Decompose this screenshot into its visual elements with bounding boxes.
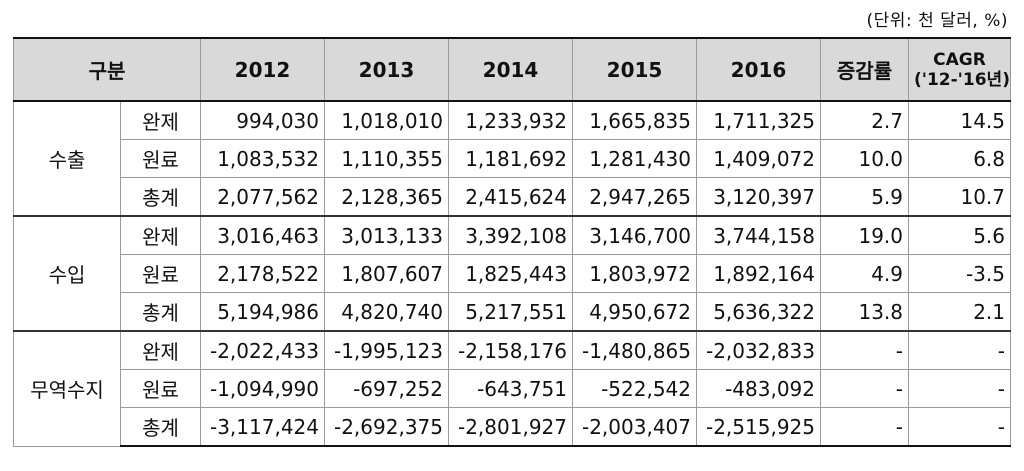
cell-cagr: 6.8: [908, 139, 1011, 178]
header-cagr-line2: ('12-'16년): [914, 69, 1010, 90]
header-cagr: CAGR ('12-'16년): [908, 37, 1011, 102]
cell-value: -2,158,176: [448, 330, 573, 370]
cell-value: 2,128,365: [324, 177, 449, 217]
row-type: 원료: [120, 139, 201, 178]
header-year: 2015: [572, 37, 697, 102]
table-row: 총계 2,077,562 2,128,365 2,415,624 2,947,2…: [14, 177, 1011, 217]
cell-value: -1,094,990: [200, 369, 325, 408]
cell-value: 3,120,397: [696, 177, 821, 217]
cell-value: -2,801,927: [448, 407, 573, 447]
cell-value: 1,807,607: [324, 254, 449, 293]
cell-value: 4,950,672: [572, 292, 697, 332]
cell-value: -2,032,833: [696, 330, 821, 370]
table-row: 원료 -1,094,990 -697,252 -643,751 -522,542…: [14, 369, 1011, 408]
cell-value: -1,995,123: [324, 330, 449, 370]
cell-value: 994,030: [200, 100, 325, 140]
cell-value: -522,542: [572, 369, 697, 408]
header-year: 2014: [448, 37, 573, 102]
cell-value: 1,892,164: [696, 254, 821, 293]
cell-value: 1,110,355: [324, 139, 449, 178]
cell-value: 5,636,322: [696, 292, 821, 332]
cell-value: 1,018,010: [324, 100, 449, 140]
cell-rate: 4.9: [820, 254, 909, 293]
cell-value: 1,803,972: [572, 254, 697, 293]
cell-value: -483,092: [696, 369, 821, 408]
cell-rate: -: [820, 369, 909, 408]
cell-cagr: -: [908, 369, 1011, 408]
row-type: 원료: [120, 369, 201, 408]
cell-rate: 10.0: [820, 139, 909, 178]
header-cagr-line1: CAGR: [933, 49, 986, 70]
table-row: 총계 -3,117,424 -2,692,375 -2,801,927 -2,0…: [14, 407, 1011, 447]
table-row: 수출 완제 994,030 1,018,010 1,233,932 1,665,…: [13, 100, 1011, 217]
group-label: 무역수지: [13, 330, 121, 447]
cell-rate: 5.9: [820, 177, 909, 217]
row-type: 총계: [120, 407, 201, 447]
table-row: 수입 완제 3,016,463 3,013,133 3,392,108 3,14…: [13, 215, 1011, 332]
cell-value: 2,947,265: [572, 177, 697, 217]
cell-value: -2,003,407: [572, 407, 697, 447]
cell-value: 5,194,986: [200, 292, 325, 332]
cell-cagr: 10.7: [908, 177, 1011, 217]
cell-value: -2,692,375: [324, 407, 449, 447]
row-type: 총계: [120, 177, 201, 217]
cell-value: 1,665,835: [572, 100, 697, 140]
cell-cagr: -3.5: [908, 254, 1011, 293]
cell-value: -2,022,433: [200, 330, 325, 370]
cell-value: -2,515,925: [696, 407, 821, 447]
cell-value: 1,281,430: [572, 139, 697, 178]
header-row: 구분 2012 2013 2014 2015 2016 증감률 CAGR ('1…: [13, 37, 1011, 102]
row-type: 총계: [120, 292, 201, 332]
cell-cagr: -: [908, 330, 1011, 370]
cell-cagr: 5.6: [908, 215, 1011, 255]
table-row: 무역수지 완제 -2,022,433 -1,995,123 -2,158,176…: [13, 330, 1011, 447]
cell-cagr: 2.1: [908, 292, 1011, 332]
group-label: 수입: [13, 215, 121, 332]
cell-rate: 19.0: [820, 215, 909, 255]
row-type: 완제: [120, 330, 201, 370]
header-year: 2016: [696, 37, 821, 102]
cell-value: 1,409,072: [696, 139, 821, 178]
cell-value: 4,820,740: [324, 292, 449, 332]
cell-value: 2,077,562: [200, 177, 325, 217]
cell-value: 1,083,532: [200, 139, 325, 178]
header-rate: 증감률: [820, 37, 909, 102]
cell-value: 1,711,325: [696, 100, 821, 140]
cell-rate: -: [820, 407, 909, 447]
header-year: 2012: [200, 37, 325, 102]
header-year: 2013: [324, 37, 449, 102]
trade-table: 구분 2012 2013 2014 2015 2016 증감률 CAGR ('1…: [13, 37, 1011, 447]
cell-value: 3,146,700: [572, 215, 697, 255]
cell-value: 2,178,522: [200, 254, 325, 293]
cell-value: 3,392,108: [448, 215, 573, 255]
cell-value: 5,217,551: [448, 292, 573, 332]
row-type: 완제: [120, 100, 201, 140]
cell-cagr: 14.5: [908, 100, 1011, 140]
unit-note: (단위: 천 달러, %): [866, 11, 1008, 31]
cell-cagr: -: [908, 407, 1011, 447]
cell-rate: -: [820, 330, 909, 370]
row-type: 완제: [120, 215, 201, 255]
cell-value: 1,825,443: [448, 254, 573, 293]
cell-rate: 13.8: [820, 292, 909, 332]
cell-value: 3,013,133: [324, 215, 449, 255]
table-row: 원료 1,083,532 1,110,355 1,181,692 1,281,4…: [14, 139, 1011, 178]
cell-rate: 2.7: [820, 100, 909, 140]
cell-value: 2,415,624: [448, 177, 573, 217]
cell-value: -697,252: [324, 369, 449, 408]
cell-value: 3,744,158: [696, 215, 821, 255]
cell-value: -3,117,424: [200, 407, 325, 447]
cell-value: 1,233,932: [448, 100, 573, 140]
row-type: 원료: [120, 254, 201, 293]
table-row: 총계 5,194,986 4,820,740 5,217,551 4,950,6…: [14, 292, 1011, 332]
table-row: 원료 2,178,522 1,807,607 1,825,443 1,803,9…: [14, 254, 1011, 293]
header-category: 구분: [13, 37, 201, 102]
cell-value: -643,751: [448, 369, 573, 408]
group-label: 수출: [13, 100, 121, 217]
cell-value: 3,016,463: [200, 215, 325, 255]
cell-value: -1,480,865: [572, 330, 697, 370]
cell-value: 1,181,692: [448, 139, 573, 178]
